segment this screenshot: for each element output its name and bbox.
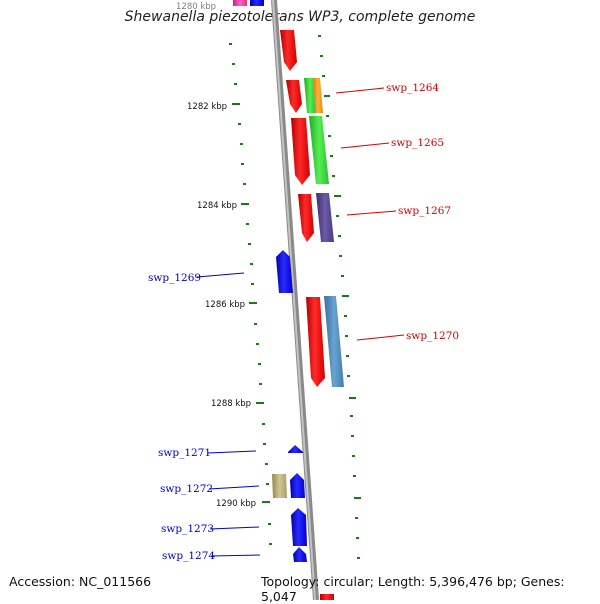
gene-label-swp-1265[interactable]: swp_1265 [391, 137, 444, 149]
ruler-label-1282: 1282 kbp [187, 102, 227, 112]
gene-blue-swp-1272[interactable] [290, 473, 305, 498]
gene-blue-swp-1271[interactable] [288, 445, 303, 453]
feature-green-2 [309, 116, 329, 184]
gene-label-swp-1264[interactable]: swp_1264 [386, 82, 439, 94]
gene-red-bottom[interactable] [320, 594, 334, 600]
ruler-label-1284: 1284 kbp [197, 201, 237, 211]
gene-red-swp-1270[interactable] [306, 297, 325, 387]
accession-text: Accession: NC_011566 [9, 574, 152, 589]
gene-label-swp-1270[interactable]: swp_1270 [406, 330, 459, 342]
feature-olive-1 [272, 474, 287, 498]
gene-label-swp-1271[interactable]: swp_1271 [158, 447, 211, 459]
gene-blue-swp-1269[interactable] [276, 250, 293, 293]
feature-top-pink [233, 0, 247, 6]
feature-top-blue [250, 0, 264, 6]
gene-red-swp-1267[interactable] [298, 194, 314, 242]
genome-backbone [271, 0, 319, 600]
ruler-label-1290: 1290 kbp [216, 499, 256, 509]
gene-red-swp-1264[interactable] [286, 80, 302, 113]
gene-label-swp-1269[interactable]: swp_1269 [148, 272, 201, 284]
feature-purple-1 [316, 193, 334, 242]
ruler-major-ticks [232, 103, 270, 503]
feature-orange-1 [313, 78, 323, 113]
gene-blue-swp-1274[interactable] [293, 547, 307, 562]
ruler-label-1286: 1286 kbp [205, 300, 245, 310]
ruler-dots-left [229, 43, 272, 545]
gene-red-swp-1265[interactable] [291, 118, 310, 185]
gene-label-swp-1274[interactable]: swp_1274 [162, 550, 215, 562]
label-leaders [196, 87, 405, 557]
gene-blue-swp-1273[interactable] [291, 508, 307, 546]
gene-label-swp-1267[interactable]: swp_1267 [398, 205, 451, 217]
feature-steelblue-1 [324, 296, 344, 387]
ruler-label-partial: 1280 kbp [176, 2, 216, 12]
feature-green-1 [304, 78, 316, 113]
page-title: Shewanella piezotolerans WP3, complete g… [124, 9, 476, 25]
gene-label-swp-1273[interactable]: swp_1273 [161, 523, 214, 535]
ruler-dots-right [318, 35, 361, 559]
ruler-label-1288: 1288 kbp [211, 399, 251, 409]
gene-label-swp-1272[interactable]: swp_1272 [160, 483, 213, 495]
gene-red-1[interactable] [280, 30, 297, 71]
